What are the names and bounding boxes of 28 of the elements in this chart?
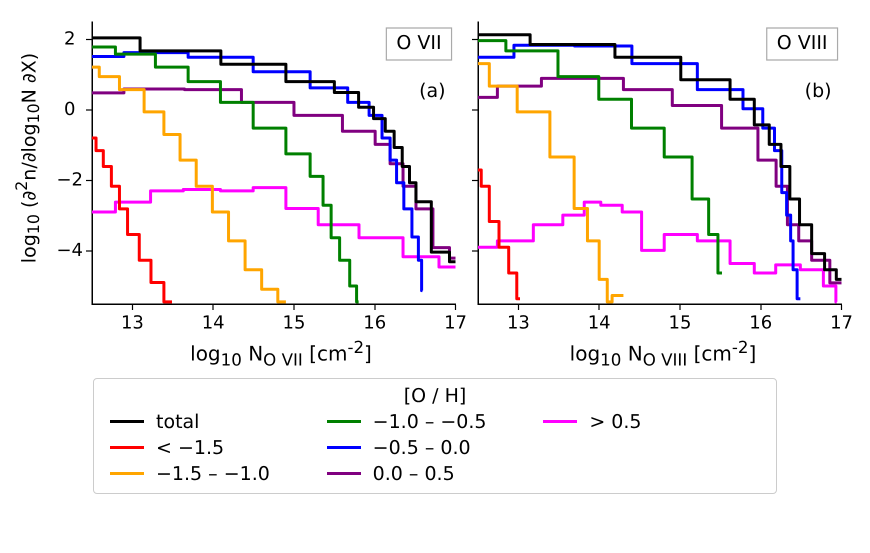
- annotation: (b): [804, 80, 832, 102]
- x-tick-label: 13: [506, 312, 530, 334]
- legend-label: −1.0 – −0.5: [372, 410, 487, 433]
- annotation: O VII: [396, 32, 442, 54]
- x-tick-label: 13: [120, 312, 144, 334]
- x-tick-label: 15: [282, 312, 306, 334]
- annotation: O VIII: [776, 32, 828, 54]
- x-tick-label: 16: [363, 312, 386, 334]
- annotation: (a): [419, 80, 446, 102]
- x-tick-label: 14: [202, 312, 225, 334]
- y-tick-label: 2: [64, 28, 76, 50]
- legend-label: < −1.5: [156, 436, 224, 459]
- x-tick-label: 17: [830, 312, 853, 334]
- x-axis-title: log$_{10}$ N$_{O VII}$ [cm$^{-2}$]: [189, 338, 373, 370]
- y-tick-label: −2: [56, 169, 84, 190]
- y-tick-label: −4: [56, 240, 84, 261]
- y-tick-label: 0: [64, 98, 76, 120]
- legend-label: total: [156, 410, 200, 433]
- x-tick-label: 14: [588, 312, 611, 334]
- legend-label: > 0.5: [589, 410, 642, 433]
- x-tick-label: 17: [444, 312, 467, 334]
- x-tick-label: 15: [668, 312, 692, 334]
- x-axis-title: log$_{10}$ N$_{O VIII}$ [cm$^{-2}$]: [568, 338, 758, 370]
- legend-label: −0.5 – 0.0: [372, 436, 471, 459]
- legend-label: 0.0 – 0.5: [372, 462, 455, 485]
- legend-title: [O / H]: [402, 384, 468, 407]
- legend-label: −1.5 – −1.0: [156, 462, 270, 485]
- x-tick-label: 16: [749, 312, 772, 334]
